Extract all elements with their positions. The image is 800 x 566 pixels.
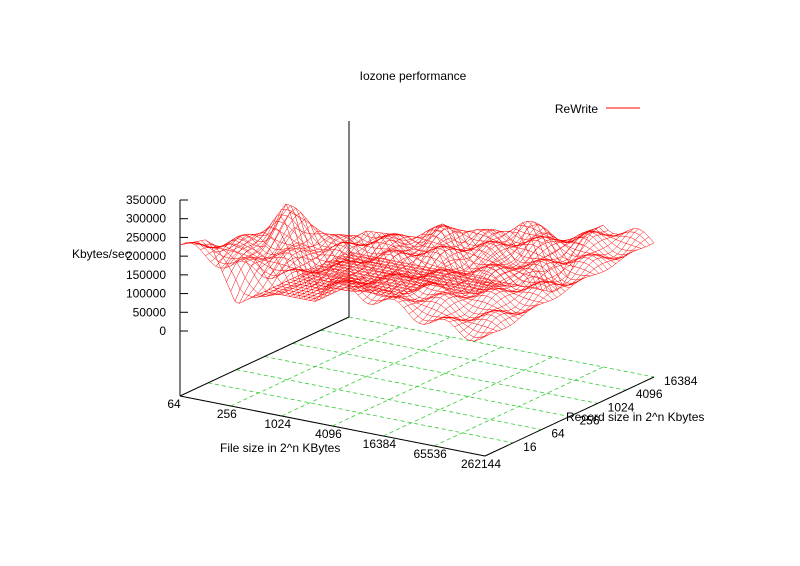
surface-line-record bbox=[413, 236, 583, 320]
x-tick-labels: 64 256 1024 4096 16384 65536 262144 bbox=[167, 397, 501, 471]
surface-line-record bbox=[245, 212, 416, 292]
surface-line-record bbox=[398, 223, 568, 303]
surface-line-record bbox=[347, 227, 517, 288]
surface-line-record bbox=[352, 230, 522, 290]
surface-line-record bbox=[200, 243, 370, 296]
surface-line-record bbox=[342, 225, 512, 287]
surface-line-record bbox=[459, 230, 629, 333]
surface-line-record bbox=[276, 235, 446, 298]
x-tick-label: 16384 bbox=[363, 437, 397, 451]
x-tick-label: 4096 bbox=[315, 427, 342, 441]
z-tick-label: 100000 bbox=[126, 287, 166, 301]
y-tick-label: 1024 bbox=[608, 400, 635, 414]
z-tick-label: 300000 bbox=[126, 212, 166, 226]
y-tick-label: 256 bbox=[580, 414, 600, 428]
surface-line-record bbox=[449, 234, 619, 323]
surface-line-record bbox=[327, 229, 497, 294]
surface-line-record bbox=[378, 230, 548, 304]
surface-line-record bbox=[454, 232, 624, 328]
grid-line-y bbox=[236, 369, 542, 431]
surface-line-record bbox=[271, 234, 441, 297]
surface-line-record bbox=[220, 227, 390, 300]
z-tick-label: 0 bbox=[159, 324, 166, 338]
y-axis-label: Record size in 2^n Kbytes bbox=[566, 410, 704, 424]
grid-line-y bbox=[208, 382, 514, 444]
surface-line-record bbox=[317, 233, 487, 294]
grid-line-y bbox=[264, 356, 570, 417]
surface-line-record bbox=[215, 234, 385, 299]
surface-line-file bbox=[179, 242, 486, 342]
y-tick-label: 16384 bbox=[664, 374, 698, 388]
x-tick-label: 64 bbox=[167, 397, 181, 411]
surface-line-record bbox=[373, 229, 543, 305]
surface-line-record bbox=[484, 242, 655, 337]
surface-line-record bbox=[408, 232, 578, 315]
surface-line-record bbox=[195, 243, 365, 295]
surface-line-record bbox=[332, 223, 502, 295]
grid-line-x bbox=[383, 356, 553, 437]
surface-line-record bbox=[291, 231, 461, 292]
chart-title: Iozone performance bbox=[360, 69, 467, 83]
surface-line-record bbox=[362, 229, 533, 301]
z-tick-label: 350000 bbox=[126, 193, 166, 207]
y-tick-label: 16 bbox=[523, 440, 537, 454]
x-tick-label: 1024 bbox=[264, 417, 291, 431]
z-tick-label: 250000 bbox=[126, 230, 166, 244]
grid-line-y bbox=[292, 342, 598, 404]
surface-line-record bbox=[312, 234, 482, 293]
surface-mesh bbox=[179, 203, 655, 342]
y-axis-line bbox=[484, 376, 655, 457]
surface-line-record bbox=[286, 231, 456, 295]
surface-line-record bbox=[479, 236, 650, 340]
back-floor-line bbox=[179, 316, 350, 397]
surface-line-record bbox=[337, 225, 507, 287]
surface-line-record bbox=[469, 228, 639, 341]
surface-line-record bbox=[357, 230, 528, 296]
surface-line-record bbox=[185, 242, 355, 298]
z-tick-labels: 0 50000 100000 150000 200000 250000 300000 3500… bbox=[126, 193, 188, 338]
surface-line-record bbox=[190, 241, 360, 297]
surface-line-record bbox=[322, 234, 492, 295]
surface-line-record bbox=[266, 233, 436, 296]
x-axis-label: File size in 2^n KBytes bbox=[220, 441, 340, 455]
surface-line-record bbox=[388, 220, 558, 300]
surface-line-record bbox=[261, 231, 431, 294]
z-axis-label: Kbytes/sec bbox=[72, 247, 131, 261]
x-tick-label: 65536 bbox=[413, 447, 447, 461]
x-axis-line bbox=[179, 395, 486, 457]
z-tick-label: 200000 bbox=[126, 249, 166, 263]
surface-line-record bbox=[464, 228, 634, 338]
surface-line-record bbox=[251, 217, 421, 292]
grid-line-x bbox=[281, 336, 451, 417]
x-tick-label: 256 bbox=[217, 407, 237, 421]
grid-line-y bbox=[348, 316, 655, 378]
surface-line-record bbox=[205, 239, 375, 297]
floor-grid bbox=[179, 316, 655, 457]
surface-line-record bbox=[256, 224, 426, 293]
surface-line-record bbox=[235, 205, 406, 295]
surface-line-record bbox=[439, 230, 609, 320]
y-tick-label: 4096 bbox=[636, 387, 663, 401]
x-tick-label: 262144 bbox=[461, 457, 501, 471]
surface-line-record bbox=[230, 203, 400, 302]
surface-line-record bbox=[179, 239, 350, 304]
y-tick-label: 64 bbox=[551, 427, 565, 441]
surface-line-record bbox=[393, 221, 563, 301]
surface-line-record bbox=[474, 231, 644, 342]
grid-line-y bbox=[320, 329, 626, 391]
surface-line-record bbox=[444, 231, 614, 321]
surface-line-record bbox=[383, 222, 553, 301]
z-tick-label: 150000 bbox=[126, 268, 166, 282]
surface-line-record bbox=[434, 224, 604, 322]
surface-line-record bbox=[428, 227, 599, 324]
legend-label: ReWrite bbox=[555, 102, 598, 116]
surface-line-record bbox=[403, 227, 573, 308]
surface-line-record bbox=[367, 228, 538, 304]
z-tick-label: 50000 bbox=[133, 305, 167, 319]
